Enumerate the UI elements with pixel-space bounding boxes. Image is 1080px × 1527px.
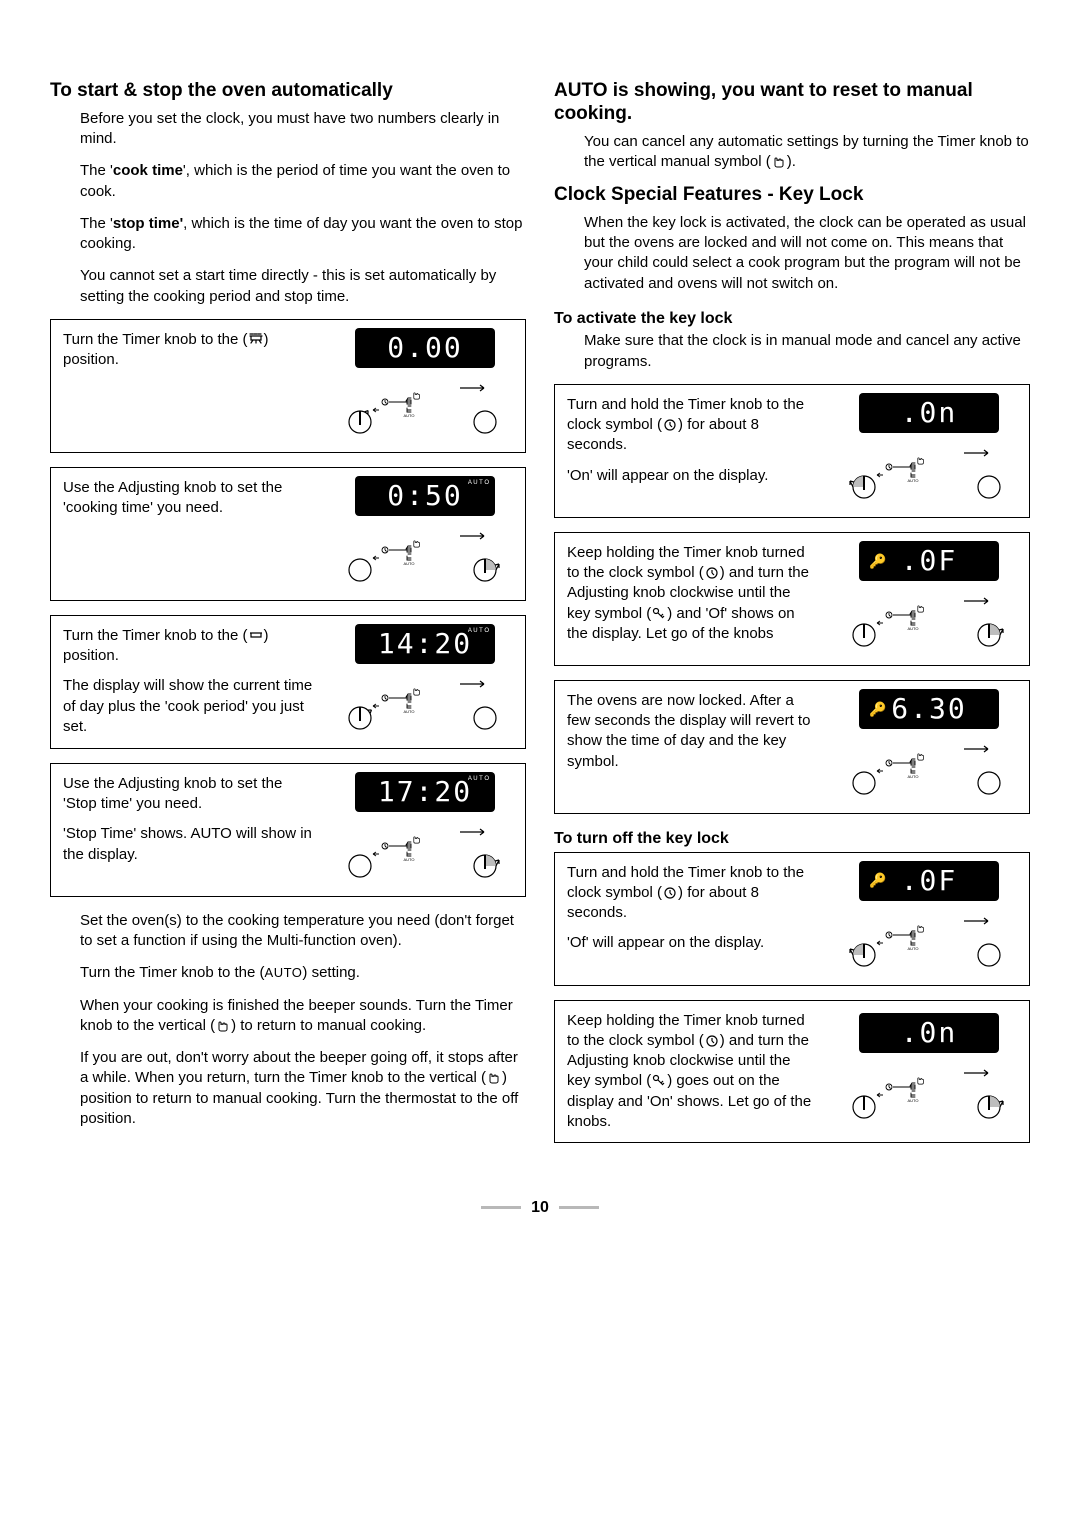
lcd-display-4: 17:20A U T O [355,772,495,812]
panel-diagram-3 [330,670,520,740]
intro-1: Before you set the clock, you must have … [80,109,526,150]
panel-diagram-4 [330,818,520,888]
keylock-p: When the key lock is activated, the cloc… [584,213,1030,294]
turnoff-box-1: Turn and hold the Timer knob to the cloc… [554,852,1030,986]
lcd-on-2: .0n [859,1013,999,1053]
panel-diagram-1 [330,374,520,444]
heading-activate: To activate the key lock [554,308,1030,330]
activate-box-1: Turn and hold the Timer knob to the cloc… [554,384,1030,518]
hand-icon [771,154,787,168]
page-number: 10 [50,1197,1030,1219]
clock-icon [662,885,678,899]
intro-2: The 'cook time', which is the period of … [80,161,526,202]
reset-p: You can cancel any automatic settings by… [584,132,1030,173]
clock-icon [704,565,720,579]
panel-turnoff-2 [834,1059,1024,1129]
after-2: Turn the Timer knob to the (AUTO) settin… [80,963,526,983]
left-column: To start & stop the oven automatically B… [50,80,526,1157]
pot-legs-icon [248,332,264,346]
step-box-3: Turn the Timer knob to the () position. … [50,615,526,749]
hand-icon [215,1018,231,1032]
intro-4: You cannot set a start time directly - t… [80,266,526,307]
panel-diagram-2 [330,522,520,592]
heading-auto-reset: AUTO is showing, you want to reset to ma… [554,80,1030,126]
step-box-4: Use the Adjusting knob to set the 'Stop … [50,763,526,897]
after-1: Set the oven(s) to the cooking temperatu… [80,911,526,952]
lcd-of-2: 🔑.0F [859,861,999,901]
heading-auto-startstop: To start & stop the oven automatically [50,80,526,103]
panel-turnoff-1 [834,907,1024,977]
lcd-of-1: 🔑.0F [859,541,999,581]
after-4: If you are out, don't worry about the be… [80,1048,526,1129]
activate-box-2: Keep holding the Timer knob turned to th… [554,532,1030,666]
panel-activate-1 [834,439,1024,509]
clock-icon [704,1033,720,1047]
right-column: AUTO is showing, you want to reset to ma… [554,80,1030,1157]
lcd-display-1: 0.00 [355,328,495,368]
step-box-1: Turn the Timer knob to the () position. … [50,319,526,453]
heading-turnoff: To turn off the key lock [554,828,1030,850]
key-icon [651,1073,667,1087]
lcd-on-1: .0n [859,393,999,433]
key-icon [651,606,667,620]
activate-box-3: The ovens are now locked. After a few se… [554,680,1030,814]
lcd-display-2: 0:50A U T O [355,476,495,516]
panel-activate-2 [834,587,1024,657]
step-box-2: Use the Adjusting knob to set the 'cooki… [50,467,526,601]
clock-icon [662,417,678,431]
heading-keylock: Clock Special Features - Key Lock [554,184,1030,207]
turnoff-box-2: Keep holding the Timer knob turned to th… [554,1000,1030,1144]
pot-icon [248,628,264,642]
hand-icon [486,1070,502,1084]
lcd-display-3: 14:20A U T O [355,624,495,664]
activate-intro: Make sure that the clock is in manual mo… [584,331,1030,372]
intro-3: The 'stop time', which is the time of da… [80,214,526,255]
lcd-time: 🔑6.30 [859,689,999,729]
after-3: When your cooking is finished the beeper… [80,996,526,1037]
panel-activate-3 [834,735,1024,805]
